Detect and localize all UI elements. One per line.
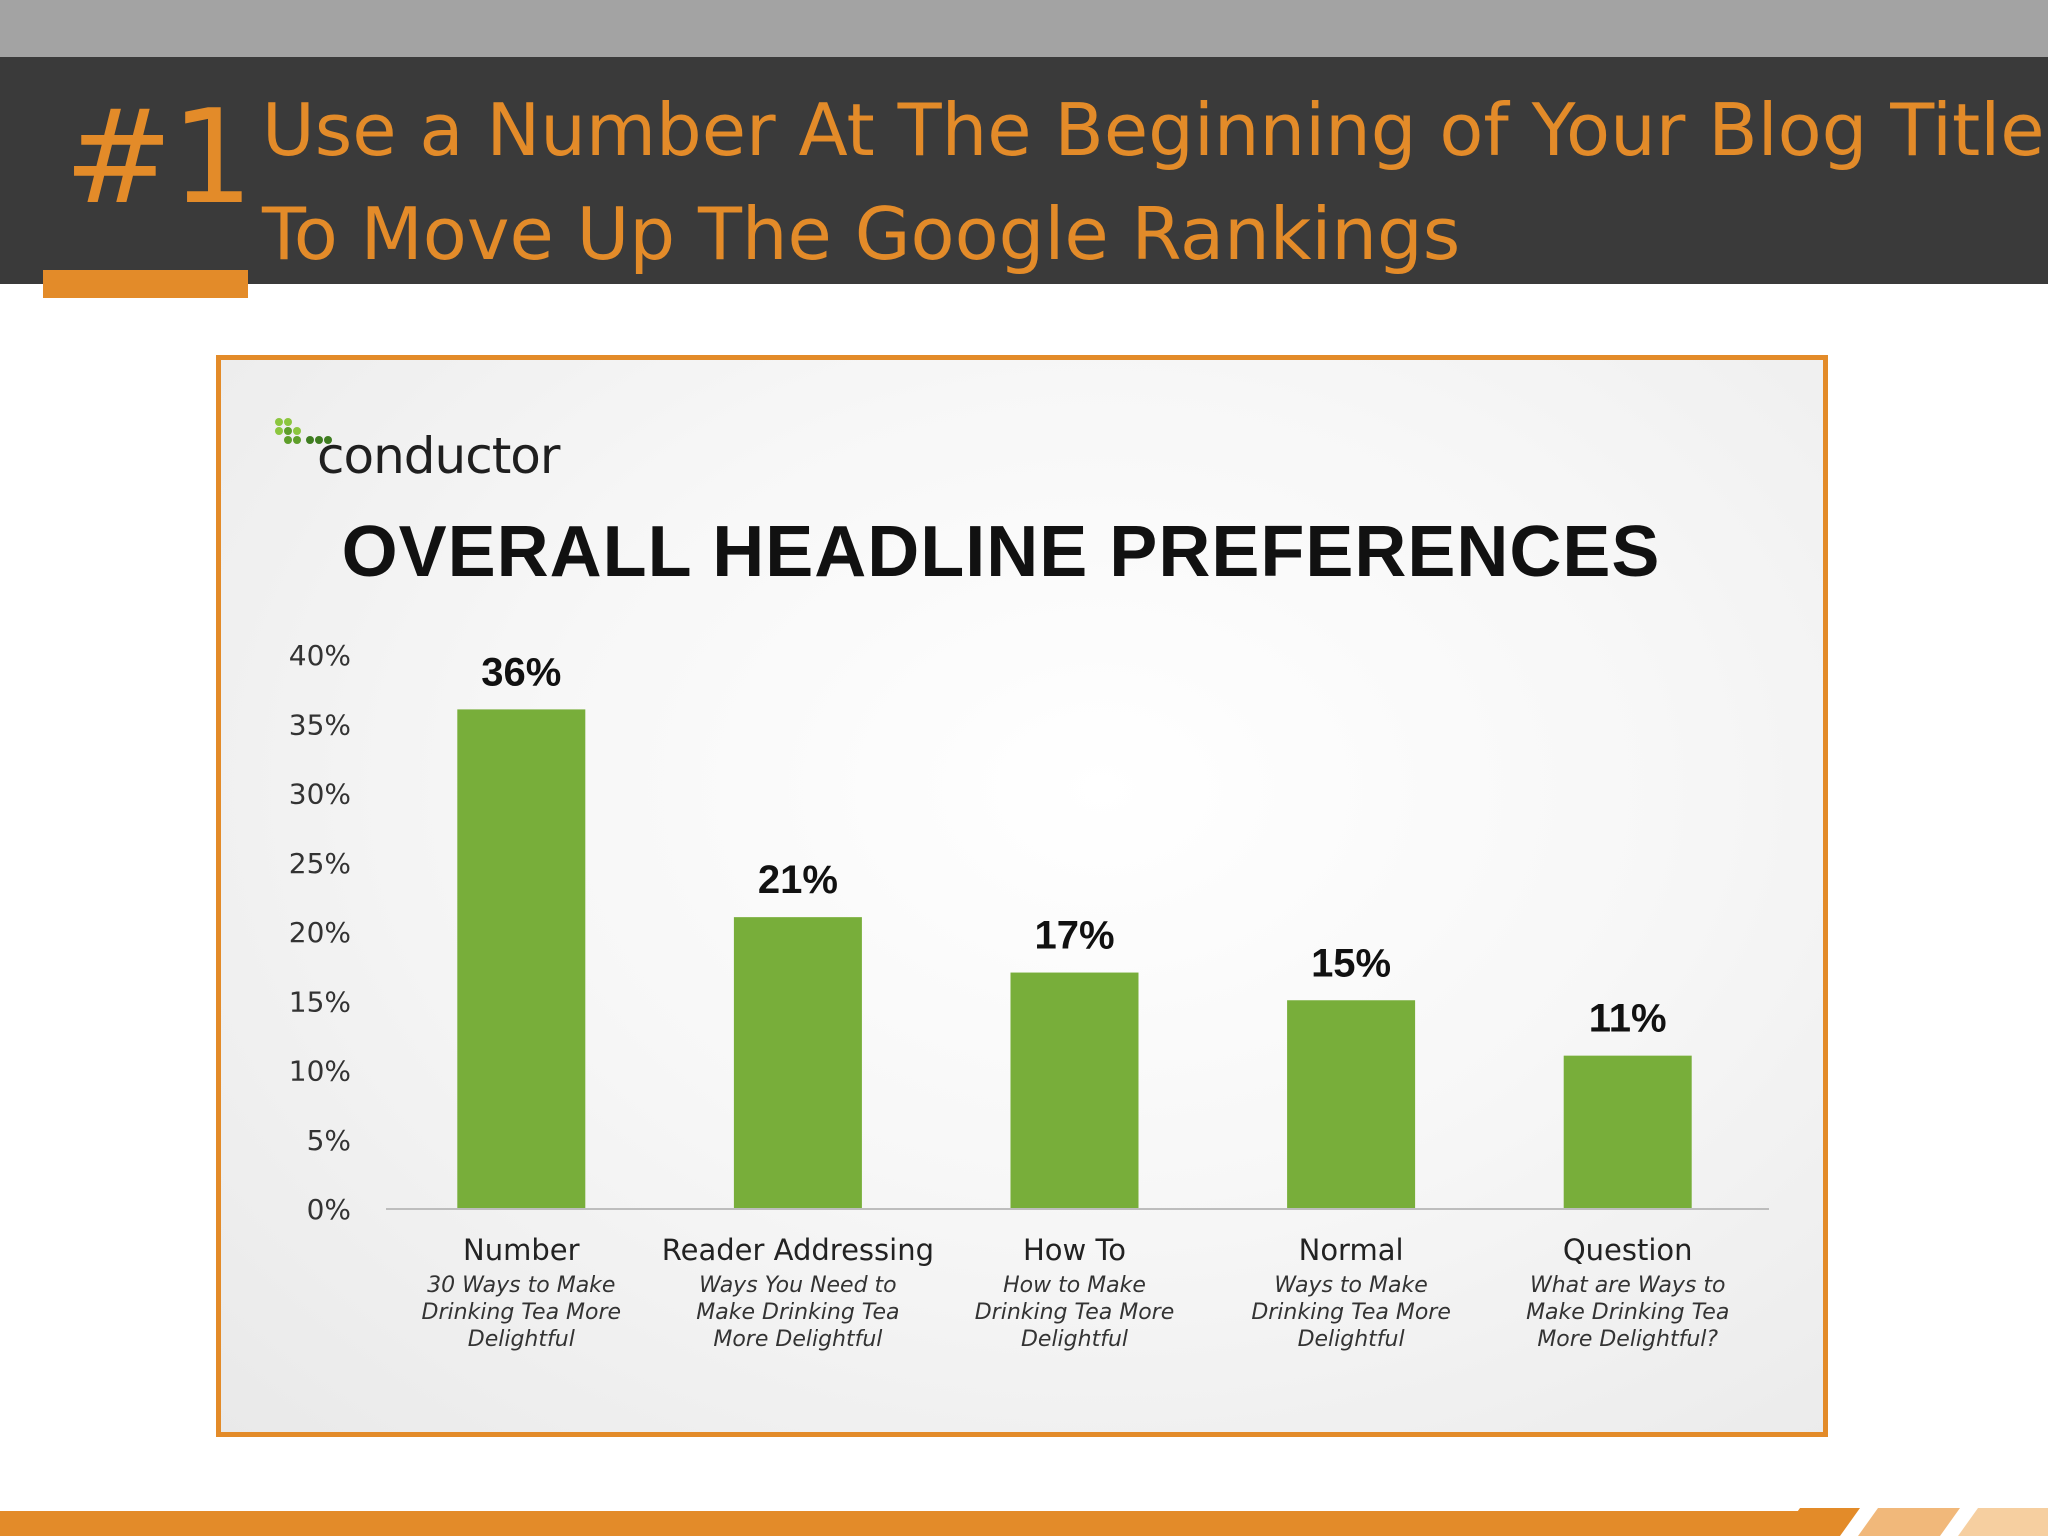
category-example-line: More Delightful [713, 1327, 882, 1352]
data-label: 21% [758, 858, 838, 902]
data-label: 15% [1311, 941, 1391, 985]
top-gray-strip [0, 0, 2048, 57]
data-label: 17% [1034, 914, 1114, 958]
category-example-line: Drinking Tea More [1251, 1300, 1451, 1325]
data-label: 36% [481, 650, 561, 694]
category-example-line: Delightful [1021, 1327, 1128, 1352]
category-example-line: Drinking Tea More [975, 1300, 1175, 1325]
category-example-line: Drinking Tea More [422, 1300, 622, 1325]
footer-accent-bar [0, 1511, 1800, 1536]
header-band [0, 57, 2048, 284]
category-example-line: More Delightful? [1537, 1327, 1718, 1352]
bar-4 [1287, 1000, 1416, 1208]
category-label: How To [1023, 1233, 1126, 1267]
category-example-line: 30 Ways to Make [427, 1273, 615, 1298]
chart-frame: conductor OVERALL HEADLINE PREFERENCES 0… [216, 355, 1828, 1437]
y-tick-label: 35% [289, 708, 351, 741]
y-tick-label: 30% [289, 778, 351, 811]
bar-2 [733, 917, 862, 1208]
data-label: 11% [1589, 997, 1667, 1041]
y-tick-label: 25% [289, 847, 351, 880]
category-label: Number [463, 1233, 580, 1267]
y-tick-label: 20% [289, 916, 351, 949]
footer-slant-decoration [1780, 1508, 2048, 1536]
y-tick-label: 10% [289, 1055, 351, 1088]
slide-title: Use a Number At The Beginning of Your Bl… [262, 78, 2045, 286]
category-example-line: Ways You Need to [699, 1273, 897, 1298]
category-example-line: What are Ways to [1530, 1273, 1725, 1298]
slide-title-line-1: Use a Number At The Beginning of Your Bl… [262, 88, 2045, 172]
category-example-line: Ways to Make [1274, 1273, 1427, 1298]
y-tick-label: 15% [289, 985, 351, 1018]
category-label: Reader Addressing [662, 1233, 934, 1267]
conductor-logo-text: conductor [317, 427, 560, 485]
bar-3 [1010, 972, 1139, 1208]
y-tick-label: 40% [289, 639, 351, 672]
category-example-line: Make Drinking Tea [696, 1300, 899, 1325]
chart-title: OVERALL HEADLINE PREFERENCES [341, 512, 1661, 592]
category-label: Normal [1299, 1233, 1404, 1267]
slide-title-line-2: To Move Up The Google Rankings [262, 192, 1461, 276]
accent-underline [43, 270, 248, 298]
category-example-line: Delightful [1298, 1327, 1405, 1352]
category-example-line: How to Make [1003, 1273, 1146, 1298]
category-label: Question [1563, 1233, 1693, 1267]
category-example-line: Delightful [468, 1327, 575, 1352]
conductor-dots-logo-icon [275, 418, 332, 444]
bar-chart: 0% 5% 10% 15% 20% 25% 30% 35% 40% 36% Number 30 Way… [289, 639, 1769, 1352]
y-tick-label: 5% [307, 1124, 351, 1157]
conductor-logo: conductor [273, 414, 593, 494]
y-tick-label: 0% [307, 1193, 351, 1226]
bar-5 [1563, 1055, 1692, 1208]
bar-1 [457, 709, 586, 1208]
slide-number: #1 [64, 81, 254, 233]
category-example-line: Make Drinking Tea [1526, 1300, 1729, 1325]
